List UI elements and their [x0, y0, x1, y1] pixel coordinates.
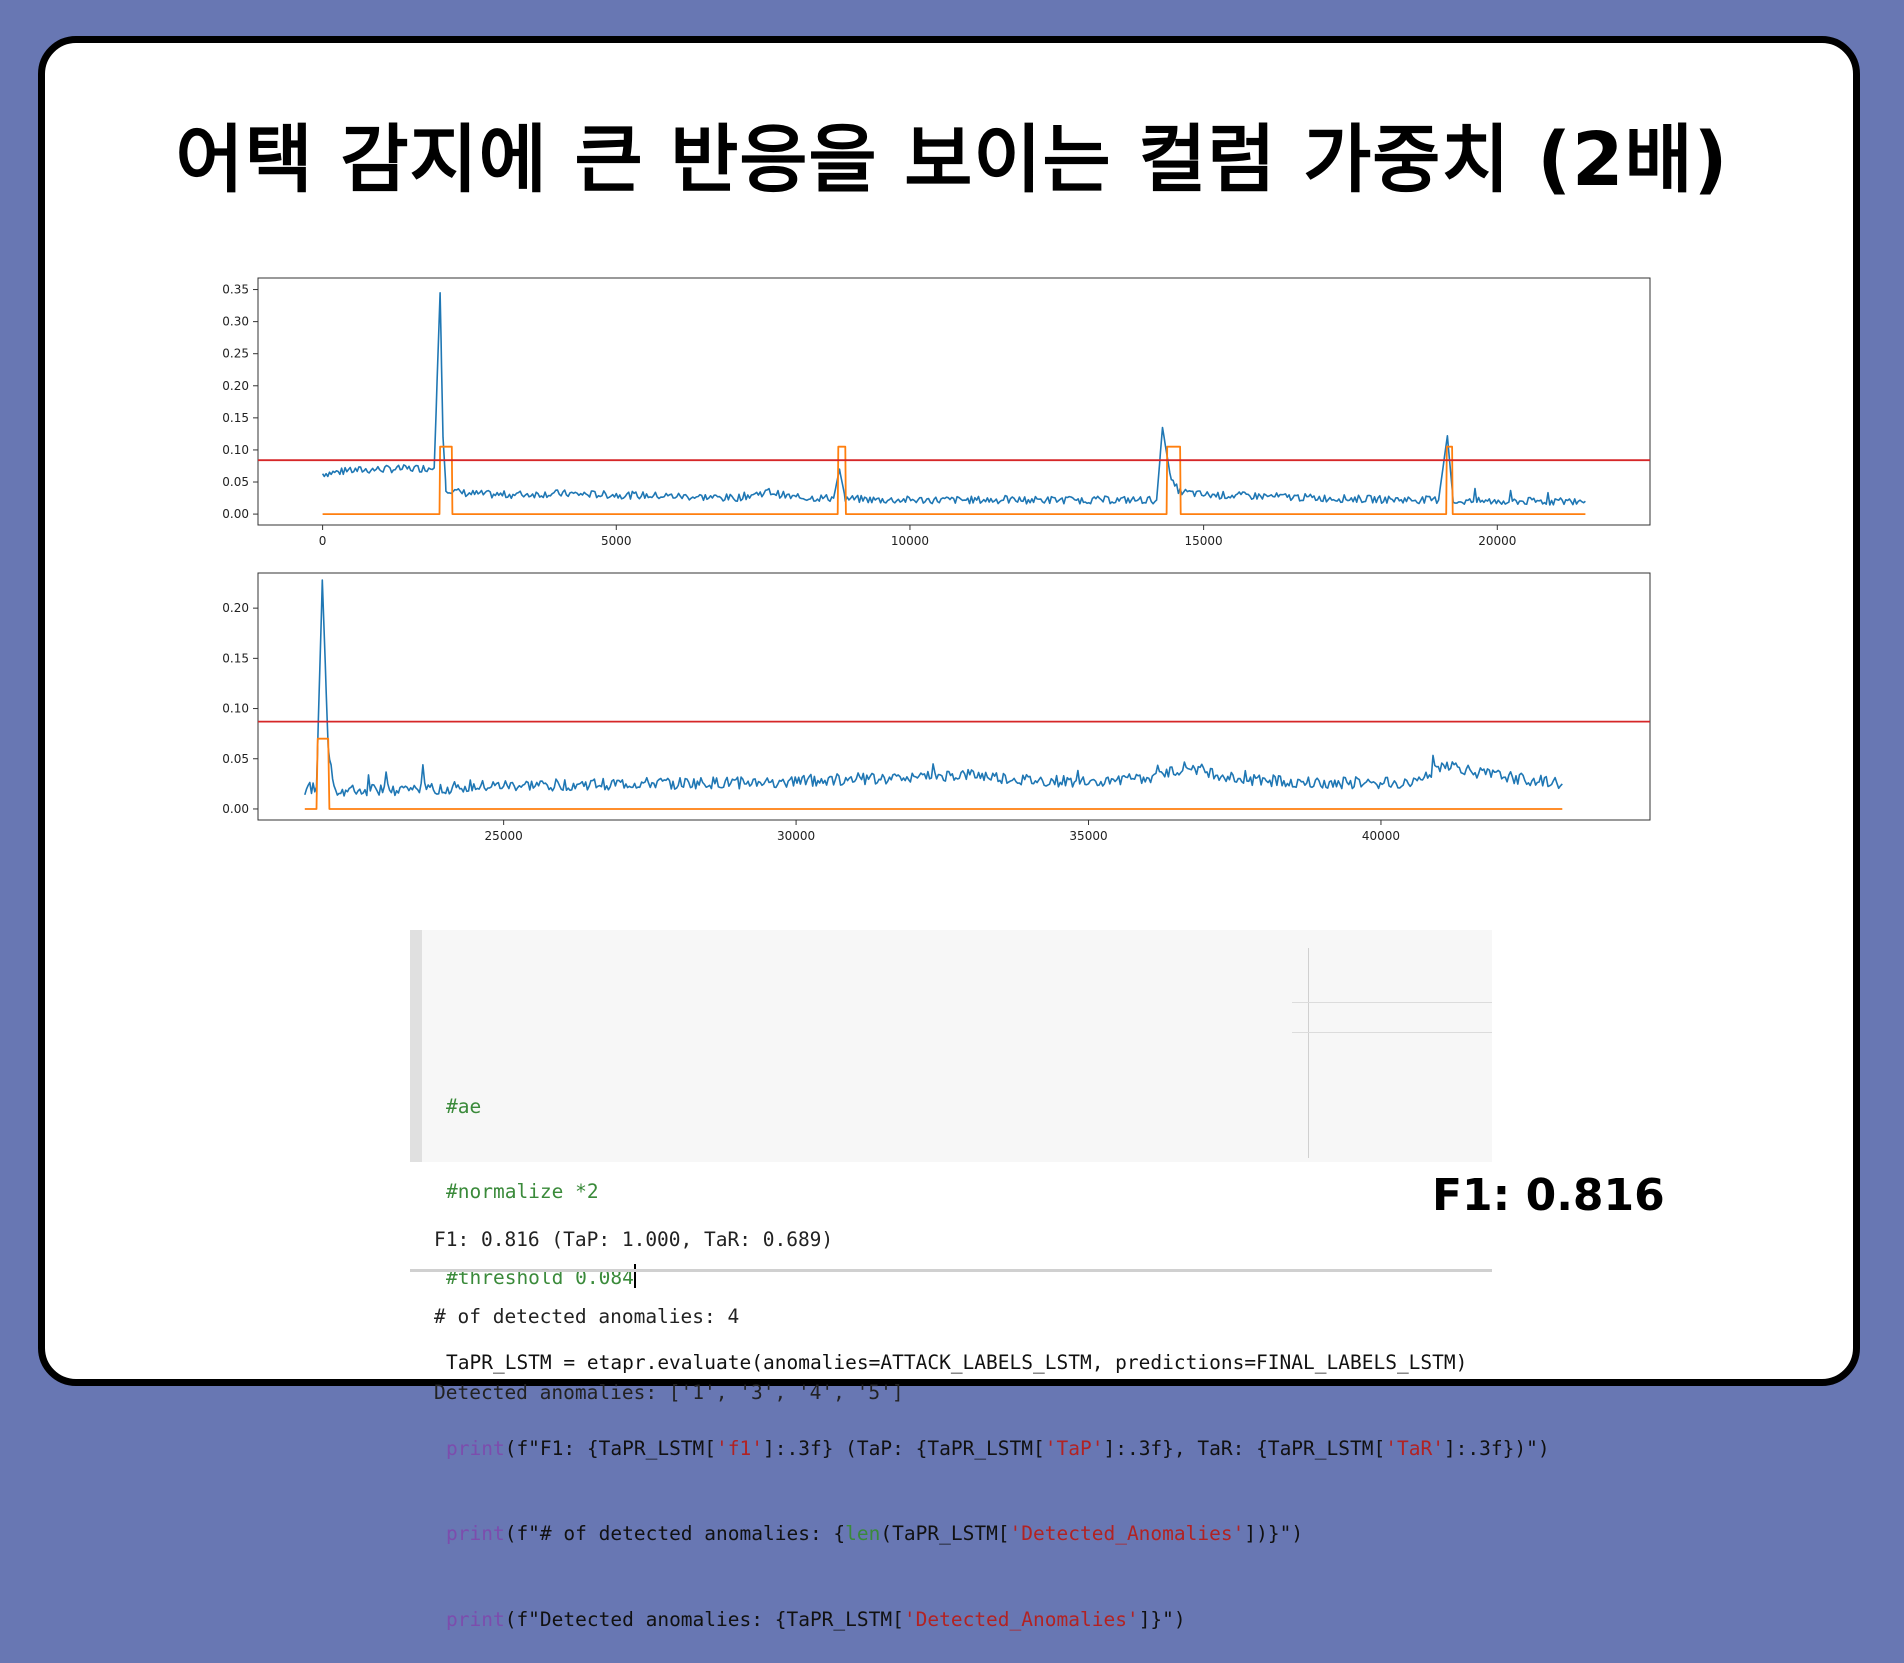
code-line-2: #normalize *2	[446, 1180, 599, 1203]
chart-2-ytick-label: 0.00	[222, 802, 249, 816]
chart-1-frame	[257, 277, 1651, 526]
chart-1-xtick-label: 10000	[891, 534, 929, 548]
chart-2-xtick-label: 40000	[1362, 829, 1400, 843]
chart-1-xtick-label: 15000	[1185, 534, 1223, 548]
chart-1-attack-label-line	[322, 445, 1586, 515]
chart-2-xtick-label: 30000	[777, 829, 815, 843]
chart-2-ytick-label: 0.20	[222, 601, 249, 615]
slide-title: 어택 감지에 큰 반응을 보이는 컬럼 가중치 (2배)	[175, 117, 1729, 203]
chart-2-xtick-label: 25000	[485, 829, 523, 843]
text-cursor	[633, 1263, 636, 1288]
chart-1-xtick-label: 0	[319, 534, 327, 548]
output-line-1: F1: 0.816 (TaP: 1.000, TaR: 0.689)	[434, 1228, 834, 1251]
chart-1-xtick-label: 5000	[601, 534, 632, 548]
chart-1-ytick-label: 0.25	[222, 347, 249, 361]
output-line-2: # of detected anomalies: 4	[434, 1304, 740, 1328]
charts-area: 0.00 0.05 0.10 0.15 0.20 0.25 0.30 0.35 0 5000 100…	[222, 277, 1651, 843]
code-cell[interactable]: #ae #normalize *2 #threshold 0.084 TaPR_…	[410, 930, 1550, 1631]
code-cell-ruler	[1308, 948, 1309, 1158]
chart-1-ytick-label: 0.00	[222, 507, 249, 521]
code-line-5: print(f"F1: {TaPR_LSTM['f1']:.3f} (TaP: …	[446, 1436, 1550, 1460]
code-line-7: print(f"Detected anomalies: {TaPR_LSTM['…	[446, 1607, 1186, 1631]
chart-1-ytick-label: 0.35	[222, 283, 249, 297]
code-line-6: print(f"# of detected anomalies: {len(Ta…	[446, 1522, 1304, 1545]
chart-1-ytick-label: 0.10	[222, 443, 249, 457]
chart-2-attack-label-line	[304, 737, 1563, 810]
chart-1-xtick-label: 20000	[1478, 534, 1516, 548]
chart-2-ytick-label: 0.10	[222, 702, 249, 716]
chart-2-anomaly-score-line	[304, 579, 1563, 797]
chart-1-ytick-label: 0.15	[222, 411, 249, 425]
f1-score-label: F1: 0.816	[1432, 1170, 1665, 1221]
chart-1-ytick-label: 0.05	[222, 475, 249, 489]
output-cell: F1: 0.816 (TaP: 1.000, TaR: 0.689) # of …	[410, 1162, 1492, 1404]
chart-2-ytick-label: 0.05	[222, 752, 249, 766]
chart-1-ytick-label: 0.30	[222, 315, 249, 329]
chart-2-xtick-label: 35000	[1069, 829, 1107, 843]
chart-1-ytick-label: 0.20	[222, 379, 249, 393]
output-line-3: Detected anomalies: ['1', '3', '4', '5']	[434, 1381, 904, 1404]
chart-2-ytick-label: 0.15	[222, 651, 249, 665]
chart-2-frame	[257, 572, 1651, 821]
code-line-4: TaPR_LSTM = etapr.evaluate(anomalies=ATT…	[446, 1351, 1468, 1374]
code-line-1: #ae	[446, 1094, 482, 1118]
chart-1-anomaly-score-line	[321, 291, 1586, 506]
